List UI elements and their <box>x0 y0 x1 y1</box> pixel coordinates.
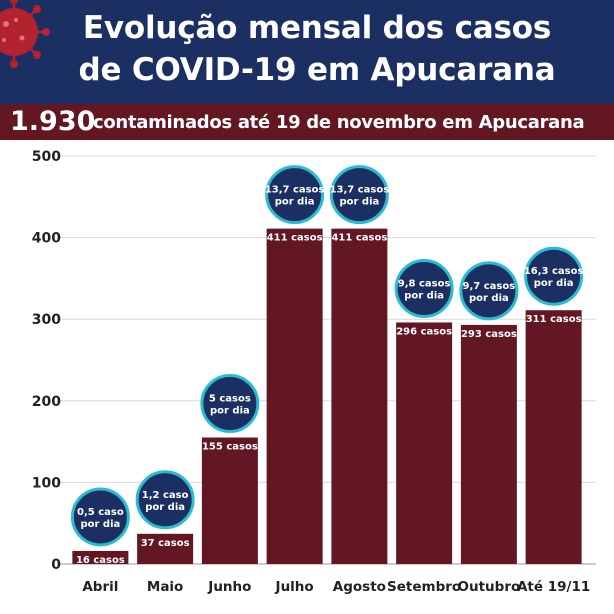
bar <box>460 324 517 564</box>
x-tick-label: Setembro <box>387 579 461 595</box>
bar <box>266 228 323 564</box>
per-day-unit: por dia <box>275 197 315 208</box>
bar <box>331 228 388 564</box>
total-cases: 1.930 <box>10 106 96 137</box>
coronavirus-icon <box>0 0 50 68</box>
y-tick-label: 400 <box>32 231 61 247</box>
per-day-bubble <box>70 487 130 547</box>
data-label: 37 casos <box>141 538 190 549</box>
y-tick-label: 300 <box>32 312 61 328</box>
per-day-bubble <box>329 165 389 225</box>
per-day-unit: por dia <box>469 293 509 304</box>
per-day-unit: por dia <box>339 197 379 208</box>
per-day-value: 9,7 casos <box>463 281 516 292</box>
per-day-unit: por dia <box>145 502 185 513</box>
per-day-value: 9,8 casos <box>398 278 451 289</box>
data-label: 411 casos <box>267 233 323 244</box>
per-day-bubble <box>265 165 325 225</box>
summary-bar: 1.930 contaminados até 19 de novembro em… <box>0 104 614 140</box>
title-line-2: de COVID-19 em Apucarana <box>78 52 556 88</box>
per-day-value: 0,5 caso <box>77 507 124 518</box>
bar <box>396 322 453 564</box>
data-label: 296 casos <box>396 326 452 337</box>
data-label: 16 casos <box>76 555 125 566</box>
bar <box>137 533 194 564</box>
title-line-1: Evolução mensal dos casos <box>82 10 552 46</box>
per-day-value: 1,2 caso <box>142 490 189 501</box>
per-day-bubble <box>524 246 584 306</box>
data-label: 411 casos <box>331 233 387 244</box>
per-day-bubble <box>394 258 454 318</box>
per-day-bubble <box>135 470 195 530</box>
y-tick-label: 0 <box>51 557 61 573</box>
x-tick-label: Julho <box>275 579 314 595</box>
bar <box>72 550 129 564</box>
per-day-value: 5 casos <box>209 394 251 405</box>
data-label: 311 casos <box>526 314 582 325</box>
summary-text: contaminados até 19 de novembro em Apuca… <box>93 112 585 133</box>
x-tick-label: Outubro <box>458 579 521 595</box>
per-day-unit: por dia <box>404 290 444 301</box>
per-day-unit: por dia <box>534 278 574 289</box>
per-day-bubble <box>200 374 260 434</box>
y-tick-label: 500 <box>32 149 61 165</box>
y-tick-label: 200 <box>32 394 61 410</box>
bar <box>525 310 582 564</box>
x-tick-label: Até 19/11 <box>517 579 590 595</box>
per-day-unit: por dia <box>80 519 120 530</box>
header: Evolução mensal dos casos de COVID-19 em… <box>0 0 614 104</box>
x-tick-label: Maio <box>147 579 183 595</box>
y-tick-label: 100 <box>32 475 61 491</box>
per-day-bubble <box>459 261 519 321</box>
per-day-value: 16,3 casos <box>524 266 584 277</box>
per-day-value: 13,7 casos <box>330 185 390 196</box>
per-day-unit: por dia <box>210 406 250 417</box>
x-tick-label: Agosto <box>333 579 386 595</box>
data-label: 155 casos <box>202 442 258 453</box>
data-label: 293 casos <box>461 329 517 340</box>
per-day-value: 13,7 casos <box>265 185 325 196</box>
x-tick-label: Junho <box>207 579 251 595</box>
bar <box>201 437 258 564</box>
x-tick-label: Abril <box>82 579 118 595</box>
